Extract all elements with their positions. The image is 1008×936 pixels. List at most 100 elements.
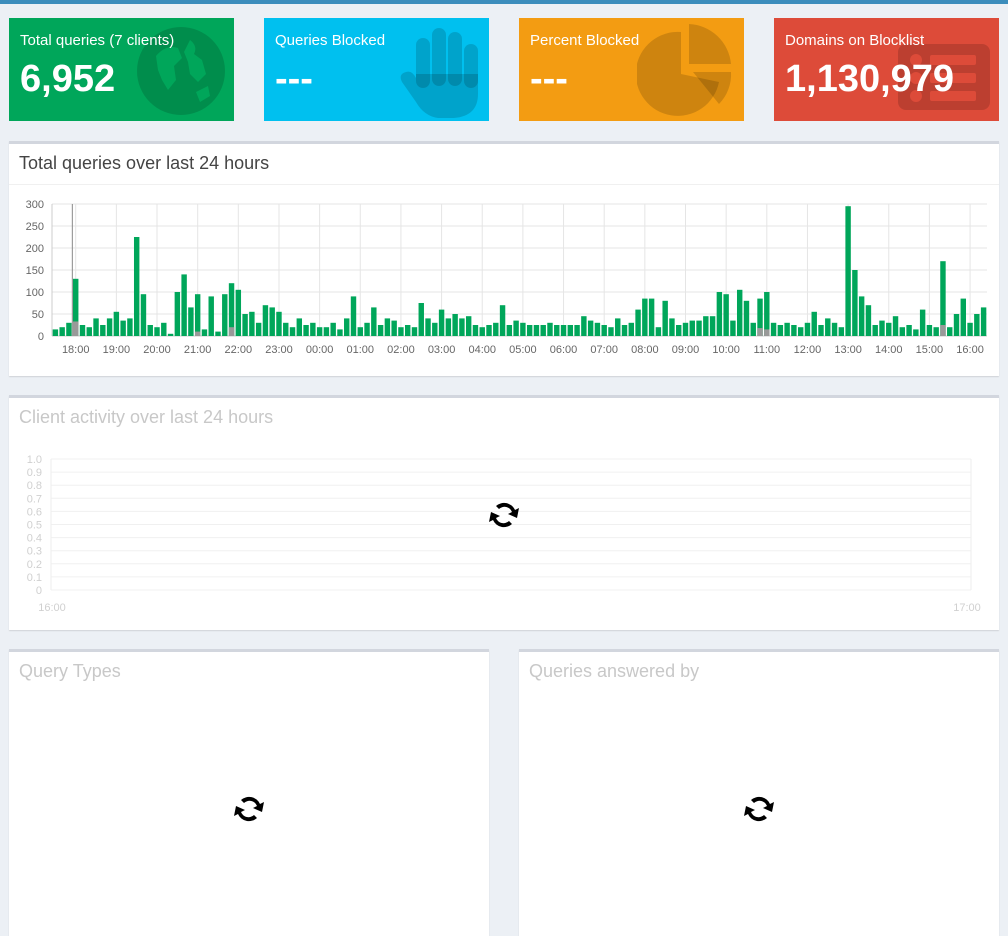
bar-permitted [344,318,350,336]
bar-permitted [86,327,92,336]
x-tick-label: 00:00 [306,344,334,356]
bar-permitted [906,325,912,336]
bar-permitted [93,318,99,336]
total-queries-box: Total queries (7 clients) 6,952 [9,18,234,121]
top-bar [0,0,1008,4]
bar-permitted [743,300,750,336]
bar-permitted [242,314,248,336]
bar-permitted [486,325,492,336]
x-tick-label: 13:00 [834,344,862,356]
y-tick-label: 0.4 [27,533,42,545]
bar-permitted [323,327,330,336]
queries-chart-title: Total queries over last 24 hours [19,153,270,173]
bar-permitted [452,314,458,336]
bar-permitted [526,325,533,336]
bar-permitted [235,289,242,336]
bar-permitted [797,327,804,336]
bar-permitted [276,311,282,336]
y-tick-label: 250 [26,221,44,233]
bar-permitted [398,327,404,336]
bar-permitted [357,327,363,336]
bar-permitted [418,303,424,336]
x-tick-label: 16:00 [956,344,984,356]
bar-permitted [723,294,729,336]
bar-permitted [560,325,567,336]
bar-permitted [811,311,817,336]
bar-permitted [831,322,838,336]
bar-permitted [66,322,72,336]
clients-chart-title: Client activity over last 24 hours [19,407,274,427]
bar-permitted [974,314,980,336]
bar-permitted [520,322,526,336]
bar-permitted [886,322,892,336]
bar-permitted [770,322,777,336]
bar-permitted [188,307,194,336]
bar-blocked [194,331,201,336]
bar-permitted [567,325,574,336]
bar-permitted [506,325,513,336]
bar-permitted [676,325,682,336]
bar-permitted [174,292,181,336]
bar-permitted [648,298,655,336]
bar-permitted [635,309,641,336]
bar-permitted [662,300,668,336]
bar-permitted [120,320,126,336]
x-tick-label: 10:00 [712,344,740,356]
bar-permitted [730,320,736,336]
bar-permitted [404,325,411,336]
bar-permitted [161,322,167,336]
bar-permitted [682,322,689,336]
bar-permitted [791,325,797,336]
bar-permitted [249,311,255,336]
bar-permitted [445,318,452,336]
bar-permitted [615,318,621,336]
bar-permitted [100,325,106,336]
bar-permitted [167,333,174,336]
bar-permitted [574,325,580,336]
bar-permitted [703,316,709,336]
bar-permitted [377,325,384,336]
bar-permitted [472,325,479,336]
total-queries-label: Total queries (7 clients) [20,32,175,49]
bar-permitted [269,307,275,336]
list-icon [898,44,990,110]
bar-permitted [608,327,614,336]
bar-permitted [371,307,377,336]
bar-permitted [601,325,607,336]
x-tick-label: 14:00 [875,344,903,356]
queries-blocked-box: Queries Blocked --- [264,18,489,121]
bar-permitted [777,325,784,336]
bar-permitted [838,327,845,336]
y-tick-label: 0.6 [27,506,42,518]
bar-permitted [642,298,648,336]
bar-permitted [181,274,187,336]
bar-permitted [960,298,966,336]
queries-blocked-label: Queries Blocked [275,32,386,49]
bar-permitted [215,331,221,336]
x-tick-label: 01:00 [347,344,375,356]
bar-permitted [540,325,546,336]
queries-bar-chart[interactable]: 0 50 100 150 200 250 300 18:00 19:00 20:00 21:00 22… [9,144,999,376]
loading-spinner-icon [489,502,519,528]
y-tick-label: 100 [26,287,44,299]
x-tick-label: 15:00 [916,344,944,356]
y-tick-label: 0.8 [27,480,42,492]
bar-permitted [899,327,906,336]
y-tick-label: 0.1 [27,572,42,584]
bar-blocked [940,325,946,336]
y-tick-label: 0.3 [27,546,42,558]
bar-permitted [425,318,431,336]
bar-permitted [655,327,662,336]
bar-permitted [228,283,235,336]
y-tick-label: 0.7 [27,493,42,505]
bar-permitted [621,325,628,336]
x-tick-label: 11:00 [753,344,780,356]
bar-permitted [310,322,316,336]
bar-blocked [228,327,235,336]
x-tick-label: 12:00 [794,344,822,356]
bar-permitted [696,320,702,336]
bar-permitted [865,305,872,336]
bar-permitted [750,322,756,336]
x-tick-label: 23:00 [265,344,293,356]
bar-permitted [533,325,540,336]
